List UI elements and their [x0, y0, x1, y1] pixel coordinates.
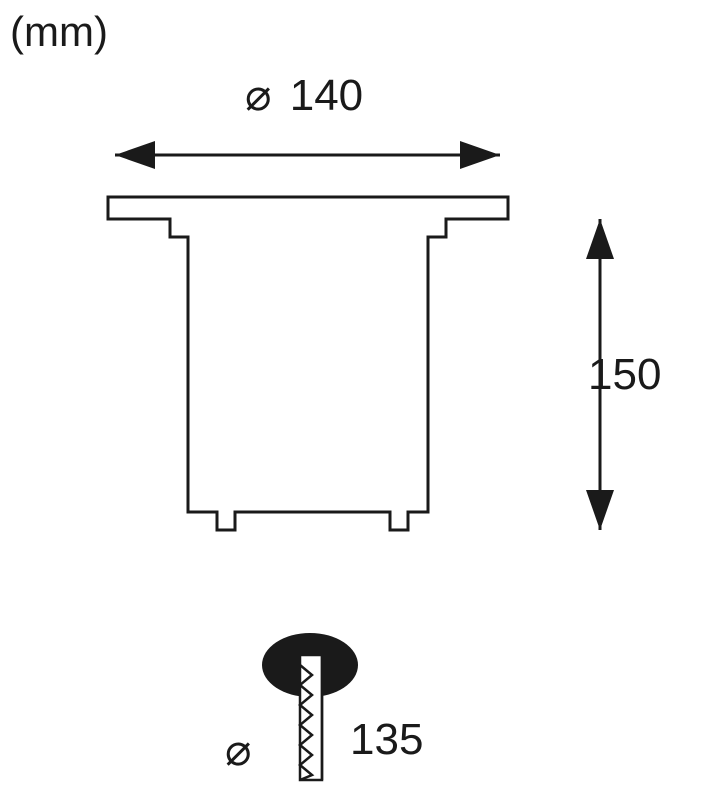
fixture-outline [108, 197, 508, 530]
dimension-drawing: (mm) ⌀ 140 150 ⌀ 135 [0, 0, 714, 810]
right-dimension-arrow [586, 219, 614, 530]
top-dimension-arrow [115, 141, 500, 169]
cutout-icon [262, 633, 358, 780]
drawing-svg [0, 0, 714, 810]
